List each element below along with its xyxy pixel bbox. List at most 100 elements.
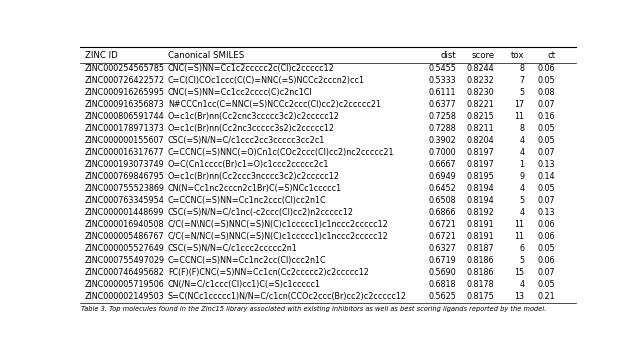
Text: 0.07: 0.07 <box>538 100 555 109</box>
Text: 0.07: 0.07 <box>538 148 555 157</box>
Text: 4: 4 <box>520 148 524 157</box>
Text: ZINC000000155607: ZINC000000155607 <box>85 136 164 145</box>
Text: CSC(=S)N/N=C/c1ccc2ccccc2n1: CSC(=S)N/N=C/c1ccc2ccccc2n1 <box>168 244 298 253</box>
Text: ZINC000769846795: ZINC000769846795 <box>85 172 165 181</box>
Text: C/C(=N/NC(=S)NNC(=S)N(C)c1ccccc1)c1nccc2ccccc12: C/C(=N/NC(=S)NNC(=S)N(C)c1ccccc1)c1nccc2… <box>168 233 388 242</box>
Text: 5: 5 <box>519 197 524 206</box>
Text: C=CCNC(=S)NN=Cc1nc2ccc(Cl)cc2n1C: C=CCNC(=S)NN=Cc1nc2ccc(Cl)cc2n1C <box>168 197 326 206</box>
Text: 0.21: 0.21 <box>538 292 555 301</box>
Text: C=C(Cl)COc1ccc(C(C)=NNC(=S)NCCc2cccn2)cc1: C=C(Cl)COc1ccc(C(C)=NNC(=S)NCCc2cccn2)cc… <box>168 76 365 85</box>
Text: ZINC000178971373: ZINC000178971373 <box>85 125 164 134</box>
Text: 0.05: 0.05 <box>538 136 555 145</box>
Text: 0.8230: 0.8230 <box>467 89 494 98</box>
Text: 0.06: 0.06 <box>538 220 555 229</box>
Text: ZINC000916356873: ZINC000916356873 <box>85 100 164 109</box>
Text: 0.6719: 0.6719 <box>428 256 456 265</box>
Text: 0.6667: 0.6667 <box>428 161 456 170</box>
Text: 7: 7 <box>519 76 524 85</box>
Text: 0.05: 0.05 <box>538 244 555 253</box>
Text: 0.6327: 0.6327 <box>428 244 456 253</box>
Text: 0.6949: 0.6949 <box>428 172 456 181</box>
Text: 0.05: 0.05 <box>538 280 555 289</box>
Text: 0.6111: 0.6111 <box>428 89 456 98</box>
Text: 0.8178: 0.8178 <box>467 280 494 289</box>
Text: 0.8187: 0.8187 <box>467 244 494 253</box>
Text: ZINC000005486767: ZINC000005486767 <box>85 233 164 242</box>
Text: ZINC000806591744: ZINC000806591744 <box>85 112 164 121</box>
Text: CSC(=S)N/N=C/c1ccc2cc3ccccc3cc2c1: CSC(=S)N/N=C/c1ccc2cc3ccccc3cc2c1 <box>168 136 325 145</box>
Text: 0.6377: 0.6377 <box>428 100 456 109</box>
Text: 6: 6 <box>520 244 524 253</box>
Text: 4: 4 <box>520 208 524 217</box>
Text: tox: tox <box>511 51 524 60</box>
Text: CN(N=Cc1nc2cccn2c1Br)C(=S)NCc1ccccc1: CN(N=Cc1nc2cccn2c1Br)C(=S)NCc1ccccc1 <box>168 184 342 193</box>
Text: 0.8186: 0.8186 <box>467 256 494 265</box>
Text: 0.8191: 0.8191 <box>467 220 494 229</box>
Text: ZINC000916265995: ZINC000916265995 <box>85 89 165 98</box>
Text: 0.3902: 0.3902 <box>428 136 456 145</box>
Text: 9: 9 <box>519 172 524 181</box>
Text: 0.07: 0.07 <box>538 269 555 278</box>
Text: 0.06: 0.06 <box>538 256 555 265</box>
Text: C=CCNC(=S)NNC(=O)Cn1c(COc2ccc(Cl)cc2)nc2ccccc21: C=CCNC(=S)NNC(=O)Cn1c(COc2ccc(Cl)cc2)nc2… <box>168 148 394 157</box>
Text: 0.8211: 0.8211 <box>467 125 494 134</box>
Text: N#CCCn1cc(C=NNC(=S)NCCc2ccc(Cl)cc2)c2ccccc21: N#CCCn1cc(C=NNC(=S)NCCc2ccc(Cl)cc2)c2ccc… <box>168 100 381 109</box>
Text: 0.7000: 0.7000 <box>428 148 456 157</box>
Text: 0.8191: 0.8191 <box>467 233 494 242</box>
Text: 8: 8 <box>520 125 524 134</box>
Text: ZINC000005719506: ZINC000005719506 <box>85 280 164 289</box>
Text: Canonical SMILES: Canonical SMILES <box>168 51 244 60</box>
Text: ZINC000746495682: ZINC000746495682 <box>85 269 164 278</box>
Text: 1: 1 <box>520 161 524 170</box>
Text: 0.7288: 0.7288 <box>428 125 456 134</box>
Text: 0.14: 0.14 <box>538 172 555 181</box>
Text: O=c1c(Br)nn(Cc2cnc3ccccc3c2)c2ccccc12: O=c1c(Br)nn(Cc2cnc3ccccc3c2)c2ccccc12 <box>168 112 340 121</box>
Text: 0.08: 0.08 <box>538 89 555 98</box>
Text: 17: 17 <box>515 100 524 109</box>
Text: 0.8195: 0.8195 <box>467 172 494 181</box>
Text: 0.06: 0.06 <box>538 233 555 242</box>
Text: ZINC000016940508: ZINC000016940508 <box>85 220 164 229</box>
Text: 0.8215: 0.8215 <box>467 112 494 121</box>
Text: 0.8175: 0.8175 <box>467 292 494 301</box>
Text: 5: 5 <box>519 256 524 265</box>
Text: CN(/N=C/c1ccc(Cl)cc1)C(=S)c1ccccc1: CN(/N=C/c1ccc(Cl)cc1)C(=S)c1ccccc1 <box>168 280 321 289</box>
Text: ZINC000193073749: ZINC000193073749 <box>85 161 164 170</box>
Text: ZINC000005527649: ZINC000005527649 <box>85 244 165 253</box>
Text: 0.6721: 0.6721 <box>428 233 456 242</box>
Text: O=c1c(Br)nn(Cc2ccc3ncccc3c2)c2ccccc12: O=c1c(Br)nn(Cc2ccc3ncccc3c2)c2ccccc12 <box>168 172 340 181</box>
Text: 0.8197: 0.8197 <box>467 148 494 157</box>
Text: 0.13: 0.13 <box>538 161 555 170</box>
Text: O=c1c(Br)nn(Cc2nc3ccccc3s2)c2ccccc12: O=c1c(Br)nn(Cc2nc3ccccc3s2)c2ccccc12 <box>168 125 335 134</box>
Text: 0.6866: 0.6866 <box>428 208 456 217</box>
Text: 0.16: 0.16 <box>538 112 555 121</box>
Text: CSC(=S)N/N=C/c1nc(-c2ccc(Cl)cc2)n2ccccc12: CSC(=S)N/N=C/c1nc(-c2ccc(Cl)cc2)n2ccccc1… <box>168 208 354 217</box>
Text: 0.07: 0.07 <box>538 197 555 206</box>
Text: 11: 11 <box>515 220 524 229</box>
Text: 0.8232: 0.8232 <box>467 76 494 85</box>
Text: 0.8194: 0.8194 <box>467 197 494 206</box>
Text: ZINC000001448699: ZINC000001448699 <box>85 208 164 217</box>
Text: 0.05: 0.05 <box>538 76 555 85</box>
Text: ZINC ID: ZINC ID <box>85 51 118 60</box>
Text: 0.8221: 0.8221 <box>467 100 494 109</box>
Text: FC(F)(F)CNC(=S)NN=Cc1cn(Cc2ccccc2)c2ccccc12: FC(F)(F)CNC(=S)NN=Cc1cn(Cc2ccccc2)c2cccc… <box>168 269 369 278</box>
Text: 0.5455: 0.5455 <box>428 64 456 73</box>
Text: 0.6452: 0.6452 <box>428 184 456 193</box>
Text: ZINC000016317677: ZINC000016317677 <box>85 148 164 157</box>
Text: 0.06: 0.06 <box>538 64 555 73</box>
Text: C/C(=N\NC(=S)NNC(=S)N(C)c1ccccc1)c1nccc2ccccc12: C/C(=N\NC(=S)NNC(=S)N(C)c1ccccc1)c1nccc2… <box>168 220 388 229</box>
Text: ct: ct <box>547 51 555 60</box>
Text: 11: 11 <box>515 233 524 242</box>
Text: 0.8197: 0.8197 <box>467 161 494 170</box>
Text: 0.13: 0.13 <box>538 208 555 217</box>
Text: ZINC000763345954: ZINC000763345954 <box>85 197 164 206</box>
Text: dist: dist <box>440 51 456 60</box>
Text: 0.6508: 0.6508 <box>428 197 456 206</box>
Text: O=C(Cn1cccc(Br)c1=O)c1ccc2ccccc2c1: O=C(Cn1cccc(Br)c1=O)c1ccc2ccccc2c1 <box>168 161 329 170</box>
Text: S=C(NCc1ccccc1)N/N=C/c1cn(CCOc2ccc(Br)cc2)c2ccccc12: S=C(NCc1ccccc1)N/N=C/c1cn(CCOc2ccc(Br)cc… <box>168 292 407 301</box>
Text: C=CCNC(=S)NN=Cc1nc2cc(Cl)ccc2n1C: C=CCNC(=S)NN=Cc1nc2cc(Cl)ccc2n1C <box>168 256 326 265</box>
Text: 0.5333: 0.5333 <box>428 76 456 85</box>
Text: 0.8192: 0.8192 <box>467 208 494 217</box>
Text: score: score <box>471 51 494 60</box>
